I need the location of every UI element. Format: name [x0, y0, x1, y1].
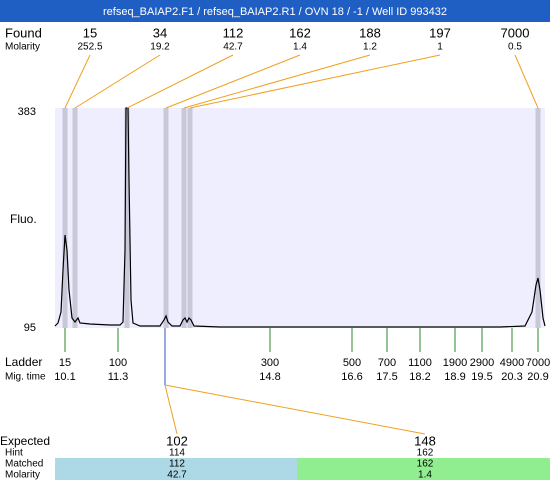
title-bar [0, 0, 550, 22]
mig-time: 17.5 [376, 371, 397, 383]
plot-area [55, 108, 545, 328]
peak-band [535, 108, 541, 328]
link-line [164, 384, 178, 435]
cell-expected: 102 [166, 433, 188, 448]
found-size: 162 [289, 25, 311, 40]
peak-band [124, 108, 130, 328]
mig-time: 11.3 [108, 371, 129, 383]
cell-molarity: 42.7 [167, 470, 187, 480]
peak-band [187, 108, 193, 328]
found-size: 34 [153, 25, 167, 40]
peak-link [514, 54, 539, 109]
molarity-label: Molarity [5, 42, 40, 53]
mig-time-label: Mig. time [5, 372, 46, 383]
found-molarity: 1.2 [363, 42, 377, 53]
mig-time: 10.1 [54, 371, 75, 383]
peak-band [181, 108, 187, 328]
peak-link [64, 54, 91, 109]
matched-bg [297, 458, 550, 480]
peak-link [165, 54, 301, 109]
peak-band [62, 108, 68, 328]
cell-matched: 162 [417, 459, 434, 470]
peak-link [189, 54, 441, 109]
found-size: 15 [83, 25, 97, 40]
link-line [164, 384, 426, 435]
trace [54, 107, 546, 328]
ladder-size: 100 [109, 357, 127, 369]
mig-time: 18.2 [409, 371, 430, 383]
mig-time: 20.3 [501, 371, 522, 383]
found-molarity: 252.5 [77, 42, 102, 53]
title: refseq_BAIAP2.F1 / refseq_BAIAP2.R1 / OV… [103, 6, 447, 18]
ladder-size: 700 [378, 357, 396, 369]
ladder-size: 1900 [443, 357, 467, 369]
found-molarity: 1.4 [293, 42, 307, 53]
row-label: Molarity [5, 470, 40, 480]
ladder-size: 7000 [526, 357, 550, 369]
mig-time: 20.9 [527, 371, 548, 383]
peak-link [74, 54, 161, 109]
ladder-size: 2900 [470, 357, 494, 369]
ladder-size: 500 [343, 357, 361, 369]
found-size: 188 [359, 25, 381, 40]
ladder-size: 300 [261, 357, 279, 369]
row-label: Expected [0, 434, 50, 448]
row-label: Matched [5, 459, 43, 470]
cell-matched: 112 [169, 459, 185, 470]
found-molarity: 19.2 [150, 42, 170, 53]
mig-time: 19.5 [471, 371, 492, 383]
peak-band [72, 108, 78, 328]
peak-band [163, 108, 169, 328]
ladder-label: Ladder [5, 355, 42, 369]
found-label: Found [5, 25, 42, 40]
found-size: 197 [429, 25, 451, 40]
y-min-label: 95 [24, 322, 36, 334]
cell-hint: 114 [169, 448, 185, 459]
found-size: 112 [223, 25, 244, 40]
mig-time: 18.9 [444, 371, 465, 383]
found-molarity: 0.5 [508, 42, 522, 53]
found-size: 7000 [501, 25, 530, 40]
cell-molarity: 1.4 [418, 470, 432, 480]
ladder-size: 1100 [408, 357, 432, 369]
found-molarity: 1 [437, 42, 443, 53]
cell-hint: 162 [417, 448, 434, 459]
found-molarity: 42.7 [223, 42, 243, 53]
y-max-label: 383 [18, 106, 36, 118]
ladder-size: 4900 [500, 357, 524, 369]
cell-expected: 148 [414, 433, 436, 448]
peak-link [183, 54, 371, 109]
matched-bg [55, 458, 297, 480]
peak-link [126, 54, 234, 109]
y-axis-label: Fluo. [10, 212, 37, 226]
row-label: Hint [5, 448, 23, 459]
mig-time: 14.8 [259, 371, 280, 383]
ladder-size: 15 [59, 357, 71, 369]
mig-time: 16.6 [341, 371, 362, 383]
